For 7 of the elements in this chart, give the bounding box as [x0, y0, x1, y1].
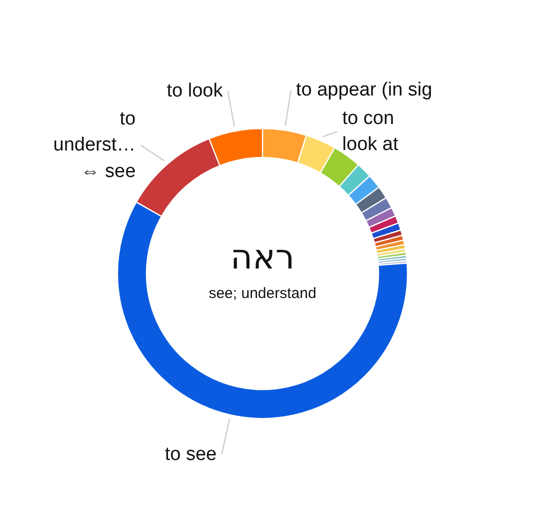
- slice-label: to look: [166, 80, 224, 102]
- slice-label: to underst… ⇔ see: [53, 108, 136, 182]
- text: ראה: [230, 238, 295, 278]
- slice-label: to appear (in sig: [296, 80, 432, 101]
- slice-label: to see: [164, 444, 217, 466]
- slice-label: to con look at: [342, 108, 399, 156]
- text: see; understand: [208, 285, 316, 302]
